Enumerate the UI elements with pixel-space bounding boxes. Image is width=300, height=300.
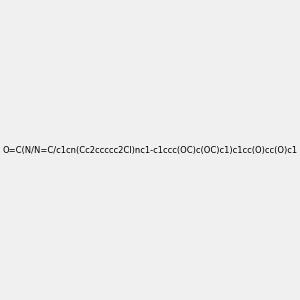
Text: O=C(N/N=C/c1cn(Cc2ccccc2Cl)nc1-c1ccc(OC)c(OC)c1)c1cc(O)cc(O)c1: O=C(N/N=C/c1cn(Cc2ccccc2Cl)nc1-c1ccc(OC)… — [2, 146, 298, 154]
